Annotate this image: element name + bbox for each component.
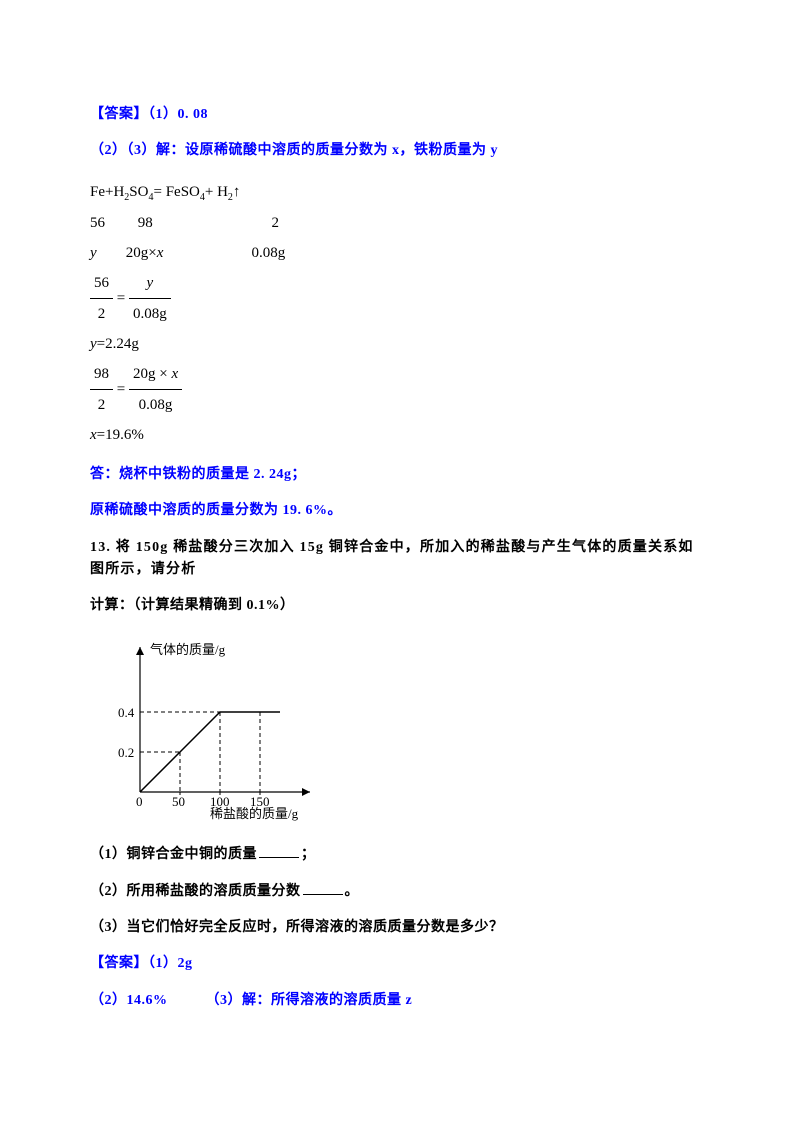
answer-13-part2-3: （2）14.6% （3）解：所得溶液的溶质质量 z [90,990,704,1012]
svg-text:150: 150 [250,794,270,809]
q13-sub3: （3）当它们恰好完全反应时，所得溶液的溶质质量分数是多少？ [90,917,704,939]
answer-12-part1: 【答案】（1）0. 08 [90,104,704,126]
eq-row-a: 56 98 2 [90,208,704,238]
answer-12-line1: 答：烧杯中铁粉的质量是 2. 24g； [90,464,704,486]
eq-row-b: y 20g×x 0.08g [90,238,704,268]
chart-svg: 气体的质量/g 稀盐酸的质量/g 0 50 100 150 0.2 0.4 [100,632,330,822]
eq-frac1: 562 = y0.08g [90,268,704,329]
answer-13-part1: 【答案】（1）2g [90,953,704,975]
q13-sub2: （2）所用稀盐酸的溶质质量分数。 [90,881,704,903]
blank-2[interactable] [303,894,343,895]
answer-12-part2-intro: （2）（3）解：设原稀硫酸中溶质的质量分数为 x，铁粉质量为 y [90,140,704,162]
svg-text:100: 100 [210,794,230,809]
q13-line2: 计算：（计算结果精确到 0.1%） [90,595,704,617]
answer-12-line2: 原稀硫酸中溶质的质量分数为 19. 6%。 [90,500,704,522]
y-axis-label: 气体的质量/g [150,642,226,657]
q13-line1: 13. 将 150g 稀盐酸分三次加入 15g 铜锌合金中，所加入的稀盐酸与产生… [90,537,704,582]
eq-line: Fe+H2SO4= FeSO4+ H2↑ [90,177,704,208]
q13-sub1: （1）铜锌合金中铜的质量； [90,844,704,866]
blank-1[interactable] [259,857,299,858]
equation-block: Fe+H2SO4= FeSO4+ H2↑ 56 98 2 y 20g×x 0.0… [90,177,704,450]
svg-text:50: 50 [172,794,185,809]
svg-text:0.4: 0.4 [118,705,135,720]
gas-mass-chart: 气体的质量/g 稀盐酸的质量/g 0 50 100 150 0.2 0.4 [100,632,704,830]
svg-text:0.2: 0.2 [118,745,134,760]
answer-label: 【答案】 [90,107,148,122]
answer-label: 【答案】 [90,956,148,971]
svg-text:0: 0 [136,794,143,809]
eq-result1: y=2.24g [90,329,704,359]
eq-result2: x=19.6% [90,420,704,450]
eq-frac2: 982 = 20g × x0.08g [90,359,704,420]
